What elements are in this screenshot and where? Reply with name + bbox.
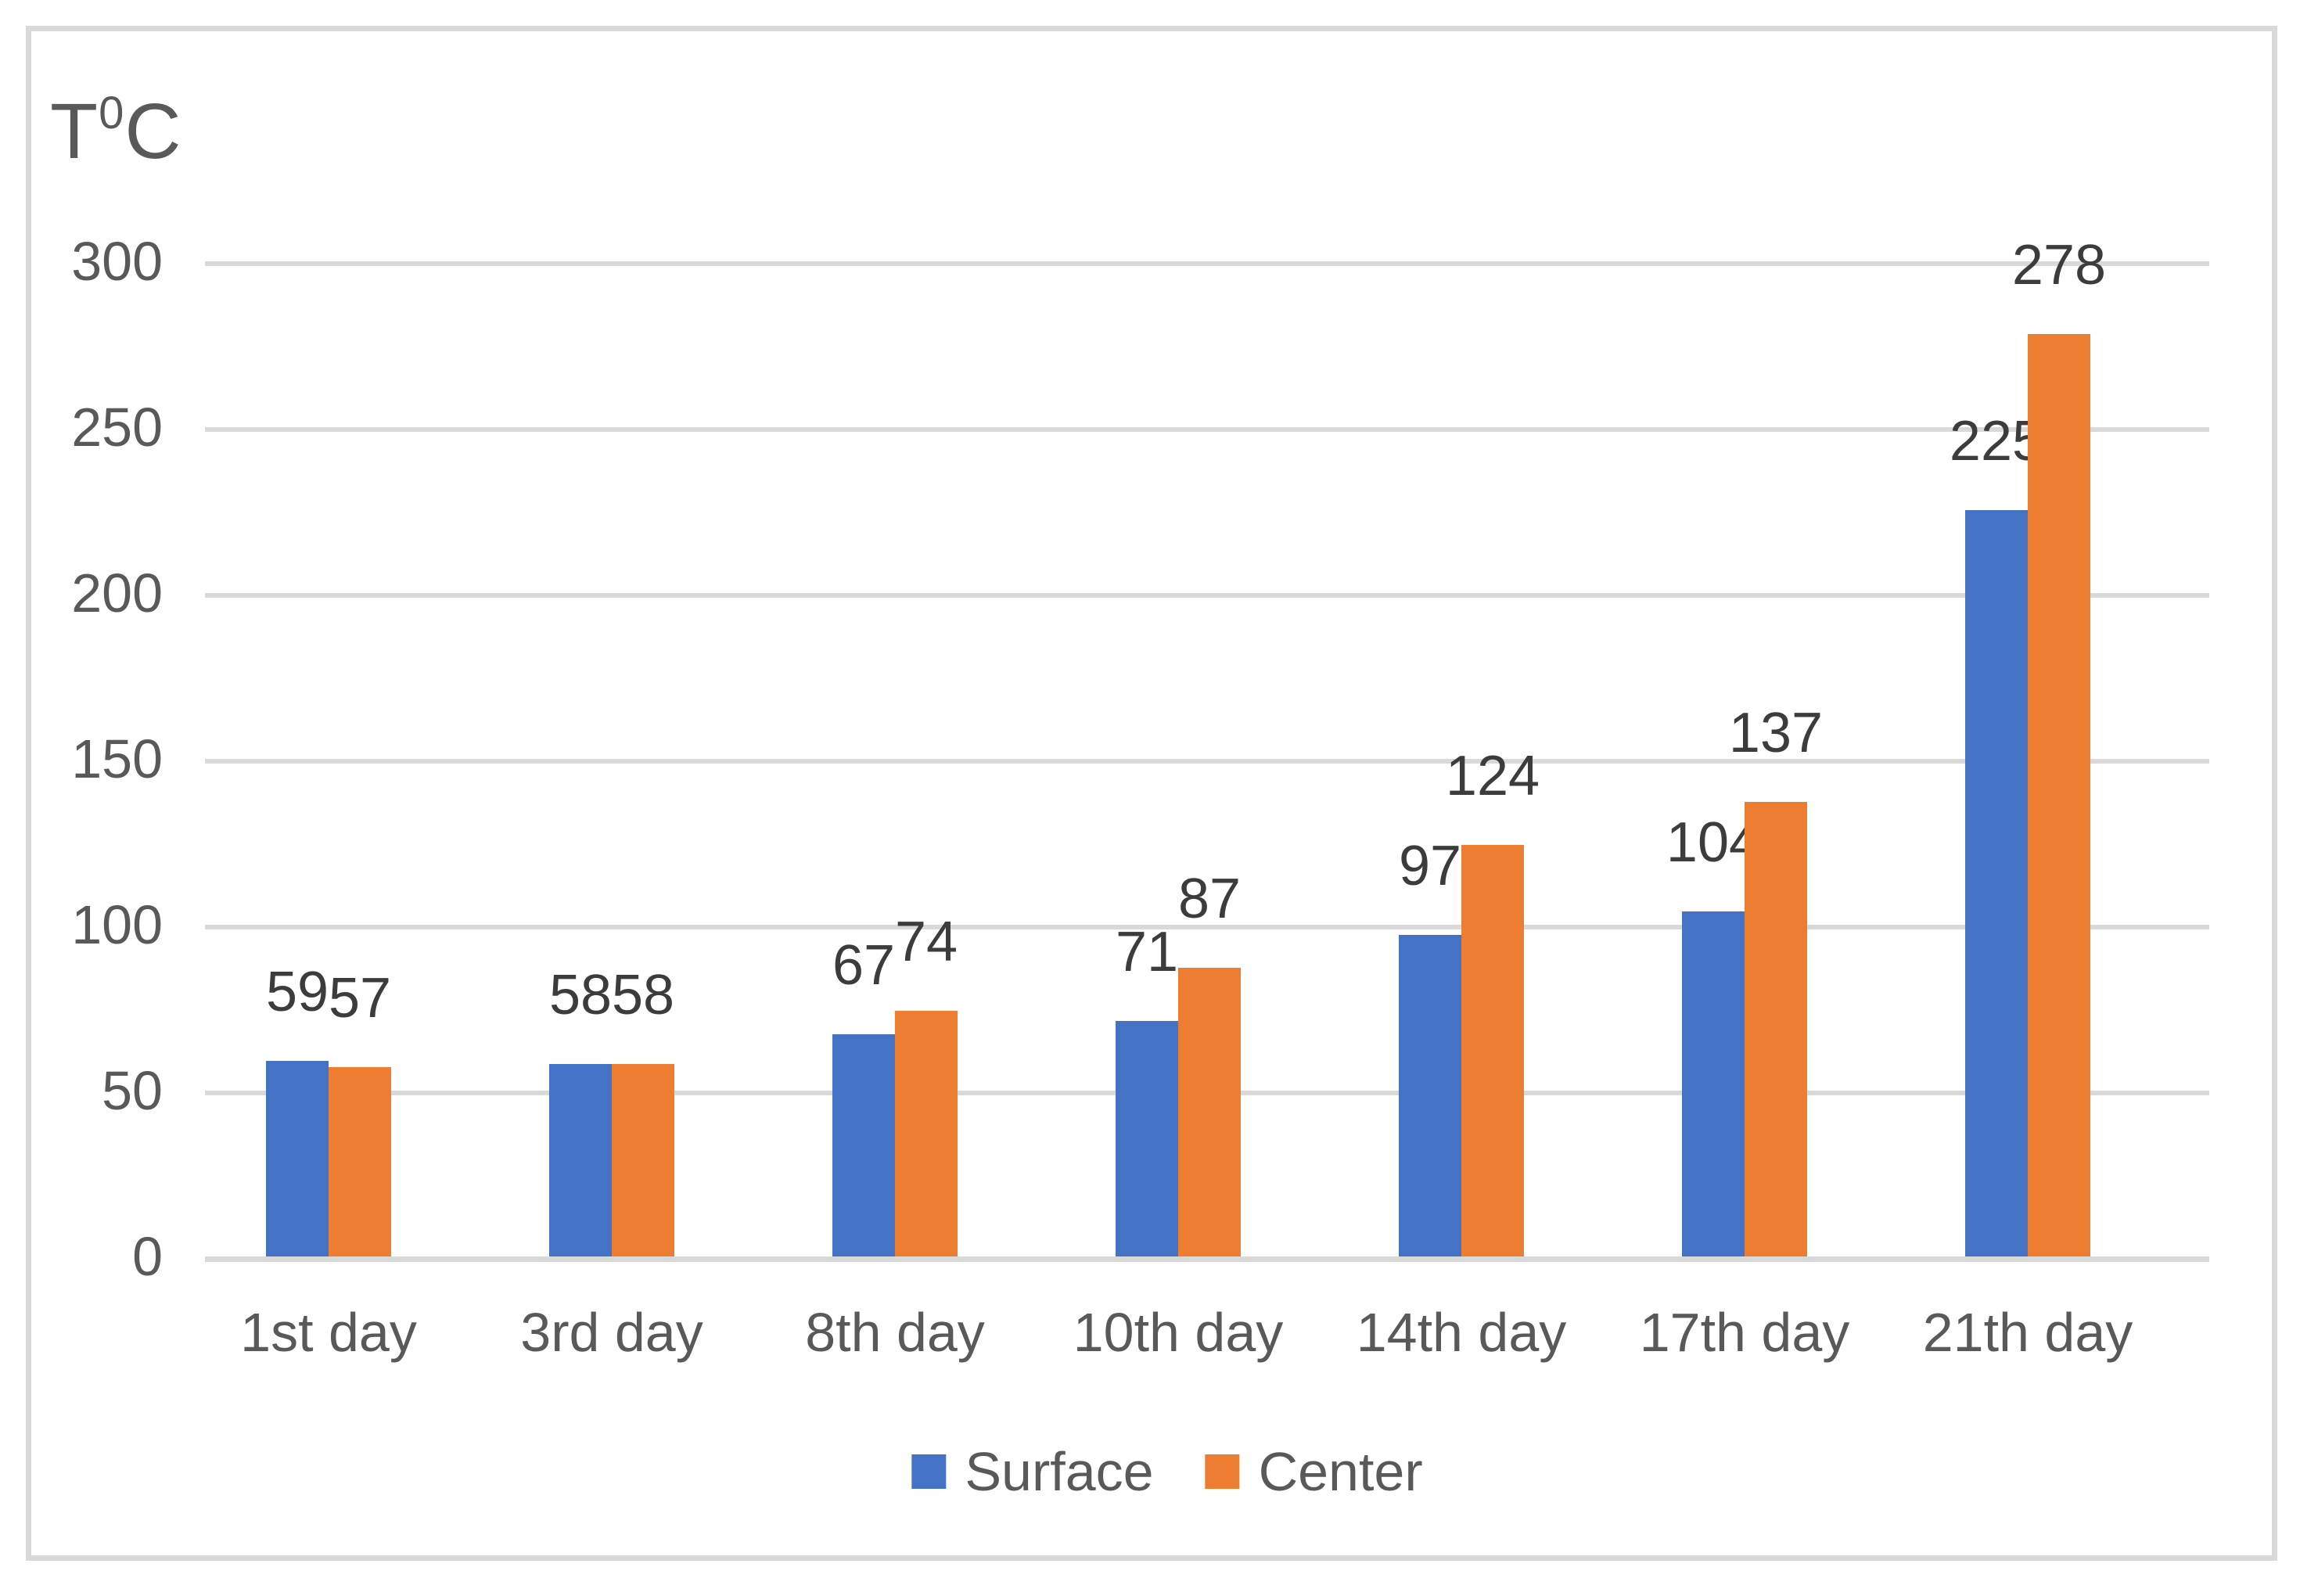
x-axis-label-17th day: 17th day: [1639, 1302, 1850, 1363]
bar-surface-8th day: [832, 1034, 895, 1256]
data-label-surface-8th day: 67: [832, 934, 896, 997]
data-label-center-1st day: 57: [328, 967, 392, 1030]
legend-marker-center: [1205, 1454, 1240, 1489]
bar-group-17th day: 104 137: [1603, 261, 1886, 1256]
data-label-center-3rd day: 58: [611, 964, 675, 1026]
bar-center-17th day: [1745, 802, 1807, 1256]
x-axis-label-21th day: 21th day: [1922, 1302, 2133, 1363]
legend: Surface Center: [911, 1441, 1423, 1502]
bar-surface-17th day: [1682, 911, 1745, 1256]
x-axis-label-14th day: 14th day: [1356, 1302, 1567, 1363]
bar-center-8th day: [895, 1011, 958, 1256]
y-tick-label-100: 100: [71, 894, 163, 955]
data-label-center-10th day: 87: [1177, 868, 1242, 930]
y-tick-label-250: 250: [71, 397, 163, 458]
bar-center-1st day: [329, 1067, 391, 1256]
gridline-150: [205, 759, 2209, 764]
data-label-surface-1st day: 59: [265, 961, 329, 1023]
y-axis-title-suffix: C: [124, 88, 182, 175]
bar-center-3rd day: [612, 1064, 674, 1256]
y-axis-title: T0C: [50, 91, 182, 171]
data-label-surface-10th day: 71: [1115, 921, 1179, 983]
x-axis-labels: 1st day 3rd day 8th day 10th day 14th day 17t…: [187, 1305, 2169, 1391]
legend-item-center: Center: [1205, 1441, 1423, 1502]
x-axis-label-1st day: 1st day: [240, 1302, 417, 1363]
bar-group-10th day: 71 87: [1037, 261, 1320, 1256]
x-axis-label-8th day: 8th day: [805, 1302, 985, 1363]
chart-area-border: [26, 26, 2277, 1561]
data-label-surface-14th day: 97: [1398, 835, 1462, 897]
bar-center-10th day: [1178, 968, 1241, 1256]
data-label-center-14th day: 124: [1445, 745, 1540, 807]
bar-group-1st day: 59 57: [187, 261, 470, 1256]
data-label-center-8th day: 74: [894, 911, 958, 973]
bar-surface-14th day: [1399, 935, 1461, 1256]
legend-label-center: Center: [1258, 1441, 1423, 1502]
y-tick-label-300: 300: [71, 231, 163, 292]
gridline-100: [205, 925, 2209, 929]
bar-surface-10th day: [1116, 1021, 1178, 1256]
y-tick-label-0: 0: [132, 1226, 163, 1287]
x-axis-label-3rd day: 3rd day: [520, 1302, 703, 1363]
bar-group-21th day: 225 278: [1886, 237, 2169, 1256]
plot-area: 59 57 58 58 67 74 71 87 97 124 104 137 225 278: [187, 237, 2169, 1256]
y-tick-label-150: 150: [71, 728, 163, 789]
legend-label-surface: Surface: [965, 1441, 1154, 1502]
y-axis-title-superscript: 0: [99, 88, 125, 138]
bar-group-8th day: 67 74: [753, 261, 1037, 1256]
data-label-surface-3rd day: 58: [548, 964, 613, 1026]
bar-group-3rd day: 58 58: [470, 261, 753, 1256]
bar-surface-21th day: [1965, 510, 2028, 1256]
bar-center-21th day: [2028, 334, 2090, 1256]
legend-marker-surface: [911, 1454, 947, 1489]
legend-item-surface: Surface: [911, 1441, 1154, 1502]
data-label-center-21th day: 278: [2011, 234, 2107, 297]
gridline-200: [205, 593, 2209, 598]
gridline-300: [205, 261, 2209, 266]
y-tick-label-50: 50: [102, 1060, 163, 1121]
y-axis-title-prefix: T: [50, 88, 99, 175]
y-axis-tick-labels: 0 50 100 150 200 250 300: [0, 0, 163, 1596]
bar-group-14th day: 97 124: [1320, 261, 1603, 1256]
data-label-center-17th day: 137: [1728, 702, 1824, 764]
y-tick-label-200: 200: [71, 563, 163, 624]
bar-surface-1st day: [266, 1061, 329, 1256]
gridline-250: [205, 427, 2209, 432]
x-axis-label-10th day: 10th day: [1073, 1302, 1284, 1363]
bar-center-14th day: [1461, 845, 1524, 1256]
x-axis-line: [205, 1256, 2209, 1262]
bar-surface-3rd day: [549, 1064, 612, 1256]
